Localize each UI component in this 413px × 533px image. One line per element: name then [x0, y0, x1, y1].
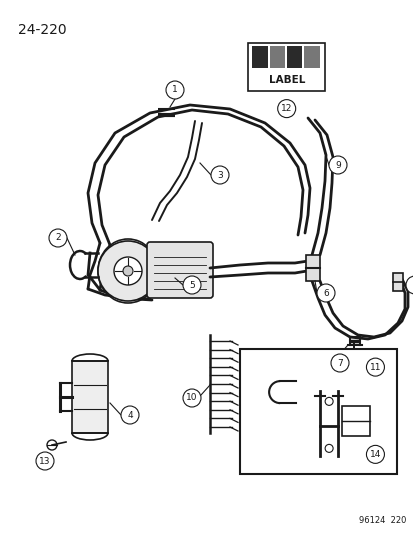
Text: 6: 6: [322, 288, 328, 297]
Circle shape: [47, 440, 57, 450]
Text: 1: 1: [172, 85, 178, 94]
Circle shape: [277, 100, 295, 118]
Bar: [305, 255, 319, 281]
Text: 13: 13: [39, 456, 51, 465]
Text: 11: 11: [369, 362, 380, 372]
Bar: [303, 45, 319, 68]
Circle shape: [121, 406, 139, 424]
Circle shape: [98, 241, 158, 301]
Text: 4: 4: [127, 410, 133, 419]
Circle shape: [114, 257, 142, 285]
Text: 9: 9: [334, 160, 340, 169]
Text: 96124  220: 96124 220: [358, 516, 405, 525]
Text: 8: 8: [411, 280, 413, 289]
Bar: [269, 45, 285, 68]
Circle shape: [183, 389, 201, 407]
Circle shape: [316, 284, 334, 302]
Text: 2: 2: [55, 233, 61, 243]
Circle shape: [123, 266, 133, 276]
Circle shape: [166, 81, 183, 99]
Bar: [392, 273, 402, 291]
FancyBboxPatch shape: [147, 242, 212, 298]
Circle shape: [36, 452, 54, 470]
Text: 5: 5: [189, 280, 195, 289]
Circle shape: [405, 276, 413, 294]
Circle shape: [324, 445, 332, 453]
Bar: [341, 406, 369, 437]
Circle shape: [328, 156, 346, 174]
Circle shape: [183, 276, 201, 294]
Bar: [252, 45, 268, 68]
Text: 24-220: 24-220: [18, 23, 66, 37]
Text: 14: 14: [369, 450, 380, 459]
Bar: [240, 349, 396, 474]
Circle shape: [49, 229, 67, 247]
Circle shape: [330, 354, 348, 372]
Bar: [286, 45, 302, 68]
Bar: [248, 43, 324, 91]
Circle shape: [366, 358, 384, 376]
Text: LABEL: LABEL: [268, 75, 304, 85]
Text: 3: 3: [216, 171, 222, 180]
Text: 7: 7: [336, 359, 342, 367]
Circle shape: [366, 446, 384, 463]
Text: 12: 12: [280, 104, 292, 113]
Text: 10: 10: [186, 393, 197, 402]
Bar: [72, 361, 108, 433]
Circle shape: [324, 398, 332, 406]
Circle shape: [211, 166, 228, 184]
